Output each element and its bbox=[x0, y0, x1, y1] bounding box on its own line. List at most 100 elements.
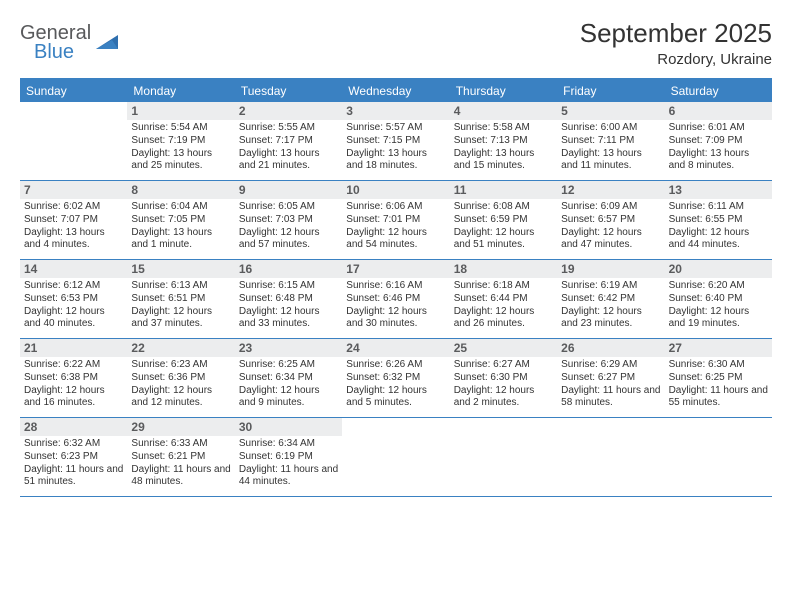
day-cell: 14Sunrise: 6:12 AMSunset: 6:53 PMDayligh… bbox=[20, 260, 127, 338]
day-cell: 22 Sunrise: 6:23 AMSunset: 6:36 PMDayligh… bbox=[127, 339, 234, 417]
day-info: Sunrise: 6:04 AMSunset: 7:05 PMDaylight:… bbox=[131, 201, 230, 252]
day-info: Sunrise: 6:34 AMSunset: 6:19 PMDaylight:… bbox=[239, 438, 338, 489]
day-info: Sunrise: 6:32 AMSunset: 6:23 PMDaylight:… bbox=[24, 438, 123, 489]
day-cell: 13 Sunrise: 6:11 AMSunset: 6:55 PMDayligh… bbox=[665, 181, 772, 259]
day-cell: 5 Sunrise: 6:00 AMSunset: 7:11 PMDaylight… bbox=[557, 102, 664, 180]
day-cell: 1 Sunrise: 5:54 AMSunset: 7:19 PMDaylight… bbox=[127, 102, 234, 180]
day-number: 28 bbox=[20, 418, 127, 436]
day-info: Sunrise: 6:00 AMSunset: 7:11 PMDaylight:… bbox=[561, 122, 660, 173]
dow-label: Saturday bbox=[665, 80, 772, 102]
day-cell: 19 Sunrise: 6:19 AMSunset: 6:42 PMDayligh… bbox=[557, 260, 664, 338]
dow-label: Thursday bbox=[450, 80, 557, 102]
day-info: Sunrise: 6:06 AMSunset: 7:01 PMDaylight:… bbox=[346, 201, 445, 252]
day-cell: 26 Sunrise: 6:29 AMSunset: 6:27 PMDayligh… bbox=[557, 339, 664, 417]
day-number: 12 bbox=[557, 181, 664, 199]
dow-label: Wednesday bbox=[342, 80, 449, 102]
day-cell: 17 Sunrise: 6:16 AMSunset: 6:46 PMDayligh… bbox=[342, 260, 449, 338]
day-cell bbox=[20, 102, 127, 180]
day-number: 18 bbox=[450, 260, 557, 278]
day-info: Sunrise: 6:27 AMSunset: 6:30 PMDaylight:… bbox=[454, 359, 553, 410]
day-info: Sunrise: 6:23 AMSunset: 6:36 PMDaylight:… bbox=[131, 359, 230, 410]
day-number: 6 bbox=[665, 102, 772, 120]
day-number: 10 bbox=[342, 181, 449, 199]
day-number: 4 bbox=[450, 102, 557, 120]
day-number: 2 bbox=[235, 102, 342, 120]
day-number: 11 bbox=[450, 181, 557, 199]
dow-label: Sunday bbox=[20, 80, 127, 102]
week-row: 7Sunrise: 6:02 AMSunset: 7:07 PMDaylight… bbox=[20, 181, 772, 260]
day-cell: 18 Sunrise: 6:18 AMSunset: 6:44 PMDayligh… bbox=[450, 260, 557, 338]
day-number: 22 bbox=[127, 339, 234, 357]
day-info: Sunrise: 6:33 AMSunset: 6:21 PMDaylight:… bbox=[131, 438, 230, 489]
page-title: September 2025 bbox=[580, 18, 772, 49]
day-cell: 9Sunrise: 6:05 AMSunset: 7:03 PMDaylight… bbox=[235, 181, 342, 259]
day-cell: 6 Sunrise: 6:01 AMSunset: 7:09 PMDaylight… bbox=[665, 102, 772, 180]
day-number: 25 bbox=[450, 339, 557, 357]
day-number: 26 bbox=[557, 339, 664, 357]
dow-label: Monday bbox=[127, 80, 234, 102]
day-cell: 20 Sunrise: 6:20 AMSunset: 6:40 PMDayligh… bbox=[665, 260, 772, 338]
brand-logo: General Blue bbox=[20, 18, 118, 62]
day-number: 8 bbox=[127, 181, 234, 199]
calendar: SundayMondayTuesdayWednesdayThursdayFrid… bbox=[20, 78, 772, 497]
day-of-week-row: SundayMondayTuesdayWednesdayThursdayFrid… bbox=[20, 80, 772, 102]
day-cell: 8 Sunrise: 6:04 AMSunset: 7:05 PMDaylight… bbox=[127, 181, 234, 259]
day-number: 27 bbox=[665, 339, 772, 357]
day-info: Sunrise: 6:01 AMSunset: 7:09 PMDaylight:… bbox=[669, 122, 768, 173]
brand-blue: Blue bbox=[20, 43, 91, 62]
day-number: 15 bbox=[127, 260, 234, 278]
day-info: Sunrise: 6:02 AMSunset: 7:07 PMDaylight:… bbox=[24, 201, 123, 252]
day-info: Sunrise: 6:30 AMSunset: 6:25 PMDaylight:… bbox=[669, 359, 768, 410]
day-info: Sunrise: 6:16 AMSunset: 6:46 PMDaylight:… bbox=[346, 280, 445, 331]
day-info: Sunrise: 6:19 AMSunset: 6:42 PMDaylight:… bbox=[561, 280, 660, 331]
day-cell: 30 Sunrise: 6:34 AMSunset: 6:19 PMDayligh… bbox=[235, 418, 342, 496]
triangle-icon bbox=[96, 33, 118, 56]
day-info: Sunrise: 5:57 AMSunset: 7:15 PMDaylight:… bbox=[346, 122, 445, 173]
day-number: 17 bbox=[342, 260, 449, 278]
day-info: Sunrise: 5:54 AMSunset: 7:19 PMDaylight:… bbox=[131, 122, 230, 173]
day-number: 30 bbox=[235, 418, 342, 436]
day-info: Sunrise: 6:26 AMSunset: 6:32 PMDaylight:… bbox=[346, 359, 445, 410]
day-number: 16 bbox=[235, 260, 342, 278]
week-row: 14Sunrise: 6:12 AMSunset: 6:53 PMDayligh… bbox=[20, 260, 772, 339]
day-cell: 16 Sunrise: 6:15 AMSunset: 6:48 PMDayligh… bbox=[235, 260, 342, 338]
day-info: Sunrise: 6:13 AMSunset: 6:51 PMDaylight:… bbox=[131, 280, 230, 331]
day-info: Sunrise: 5:55 AMSunset: 7:17 PMDaylight:… bbox=[239, 122, 338, 173]
day-cell: 2 Sunrise: 5:55 AMSunset: 7:17 PMDaylight… bbox=[235, 102, 342, 180]
day-number: 19 bbox=[557, 260, 664, 278]
day-cell: 15 Sunrise: 6:13 AMSunset: 6:51 PMDayligh… bbox=[127, 260, 234, 338]
day-cell: 25 Sunrise: 6:27 AMSunset: 6:30 PMDayligh… bbox=[450, 339, 557, 417]
day-cell bbox=[342, 418, 449, 496]
day-number: 1 bbox=[127, 102, 234, 120]
day-cell: 24 Sunrise: 6:26 AMSunset: 6:32 PMDayligh… bbox=[342, 339, 449, 417]
dow-label: Tuesday bbox=[235, 80, 342, 102]
day-info: Sunrise: 6:29 AMSunset: 6:27 PMDaylight:… bbox=[561, 359, 660, 410]
day-cell bbox=[450, 418, 557, 496]
day-cell: 11 Sunrise: 6:08 AMSunset: 6:59 PMDayligh… bbox=[450, 181, 557, 259]
day-info: Sunrise: 6:15 AMSunset: 6:48 PMDaylight:… bbox=[239, 280, 338, 331]
day-cell: 27 Sunrise: 6:30 AMSunset: 6:25 PMDayligh… bbox=[665, 339, 772, 417]
day-info: Sunrise: 6:08 AMSunset: 6:59 PMDaylight:… bbox=[454, 201, 553, 252]
day-number: 29 bbox=[127, 418, 234, 436]
day-info: Sunrise: 6:09 AMSunset: 6:57 PMDaylight:… bbox=[561, 201, 660, 252]
day-cell: 7Sunrise: 6:02 AMSunset: 7:07 PMDaylight… bbox=[20, 181, 127, 259]
day-cell bbox=[557, 418, 664, 496]
day-info: Sunrise: 6:11 AMSunset: 6:55 PMDaylight:… bbox=[669, 201, 768, 252]
day-cell: 29 Sunrise: 6:33 AMSunset: 6:21 PMDayligh… bbox=[127, 418, 234, 496]
day-info: Sunrise: 6:18 AMSunset: 6:44 PMDaylight:… bbox=[454, 280, 553, 331]
day-number: 24 bbox=[342, 339, 449, 357]
day-cell: 21Sunrise: 6:22 AMSunset: 6:38 PMDayligh… bbox=[20, 339, 127, 417]
day-cell bbox=[665, 418, 772, 496]
day-info: Sunrise: 6:25 AMSunset: 6:34 PMDaylight:… bbox=[239, 359, 338, 410]
day-number: 5 bbox=[557, 102, 664, 120]
day-info: Sunrise: 6:20 AMSunset: 6:40 PMDaylight:… bbox=[669, 280, 768, 331]
day-info: Sunrise: 6:05 AMSunset: 7:03 PMDaylight:… bbox=[239, 201, 338, 252]
day-number: 13 bbox=[665, 181, 772, 199]
day-cell: 28 Sunrise: 6:32 AMSunset: 6:23 PMDayligh… bbox=[20, 418, 127, 496]
day-number: 23 bbox=[235, 339, 342, 357]
day-cell: 3Sunrise: 5:57 AMSunset: 7:15 PMDaylight… bbox=[342, 102, 449, 180]
day-cell: 4Sunrise: 5:58 AMSunset: 7:13 PMDaylight… bbox=[450, 102, 557, 180]
day-cell: 12 Sunrise: 6:09 AMSunset: 6:57 PMDayligh… bbox=[557, 181, 664, 259]
day-number: 20 bbox=[665, 260, 772, 278]
header: General Blue September 2025 Rozdory, Ukr… bbox=[20, 18, 772, 68]
